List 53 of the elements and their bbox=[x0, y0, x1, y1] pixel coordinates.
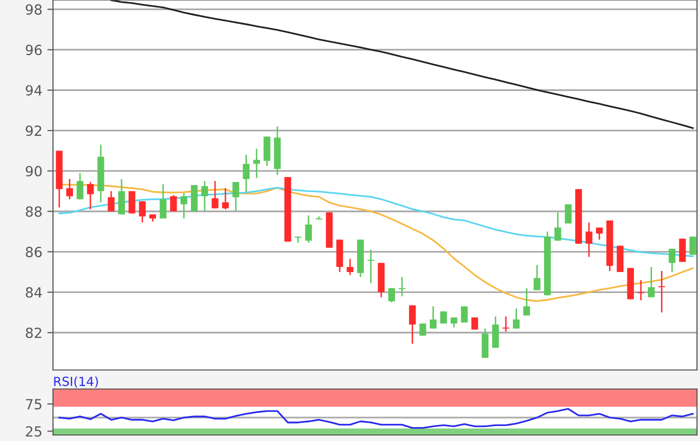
y-tick-label: 82 bbox=[26, 328, 42, 338]
line-series bbox=[58, 408, 694, 429]
y-tick-label: 96 bbox=[26, 44, 42, 56]
candlestick bbox=[108, 190, 115, 212]
candlestick bbox=[87, 181, 94, 210]
candlestick bbox=[398, 276, 406, 297]
y-tick-label: 88 bbox=[26, 206, 42, 217]
candlestick bbox=[201, 180, 208, 212]
y-tick-label: 84 bbox=[26, 287, 42, 298]
candlestick bbox=[232, 181, 240, 212]
candlestick bbox=[512, 308, 520, 330]
y-tick-label: 94 bbox=[26, 85, 42, 96]
candlestick bbox=[502, 316, 510, 332]
candlestick bbox=[242, 154, 250, 193]
candlestick bbox=[658, 270, 666, 314]
candlestick bbox=[346, 258, 354, 276]
candlestick bbox=[534, 264, 540, 291]
line-series bbox=[110, 0, 694, 129]
candlestick bbox=[212, 180, 218, 210]
y-tick-label: 25 bbox=[26, 426, 42, 437]
candlestick bbox=[138, 200, 146, 224]
candlestick bbox=[222, 187, 229, 210]
candlestick bbox=[66, 178, 73, 200]
candlestick bbox=[170, 194, 177, 212]
candlestick bbox=[253, 148, 260, 179]
candlestick bbox=[554, 212, 562, 242]
candlestick bbox=[367, 249, 374, 284]
candlestick bbox=[430, 306, 437, 330]
y-tick-label: 75 bbox=[26, 399, 42, 410]
candlestick bbox=[160, 183, 166, 220]
y-tick-label: 86 bbox=[26, 246, 42, 258]
candlestick bbox=[118, 178, 125, 216]
candlestick bbox=[586, 222, 592, 258]
candlestick bbox=[419, 322, 426, 336]
candlestick bbox=[679, 238, 686, 263]
candlestick bbox=[596, 226, 603, 240]
chart-title: RSI(14) bbox=[54, 376, 98, 388]
candlestick bbox=[180, 192, 188, 220]
candlestick bbox=[492, 316, 499, 348]
candlestick bbox=[76, 172, 84, 200]
y-tick-label: 92 bbox=[26, 126, 42, 136]
candlestick bbox=[638, 279, 644, 301]
candlestick bbox=[564, 204, 572, 224]
candlestick bbox=[409, 304, 416, 344]
candlestick bbox=[305, 214, 312, 244]
candlestick bbox=[128, 190, 136, 214]
candlestick bbox=[668, 248, 676, 273]
candlestick bbox=[523, 287, 530, 316]
candlestick bbox=[388, 287, 395, 303]
y-tick-label: 98 bbox=[26, 4, 42, 15]
candlestick bbox=[648, 266, 655, 298]
y-tick-label: 90 bbox=[26, 166, 42, 176]
candlestick bbox=[689, 236, 696, 256]
